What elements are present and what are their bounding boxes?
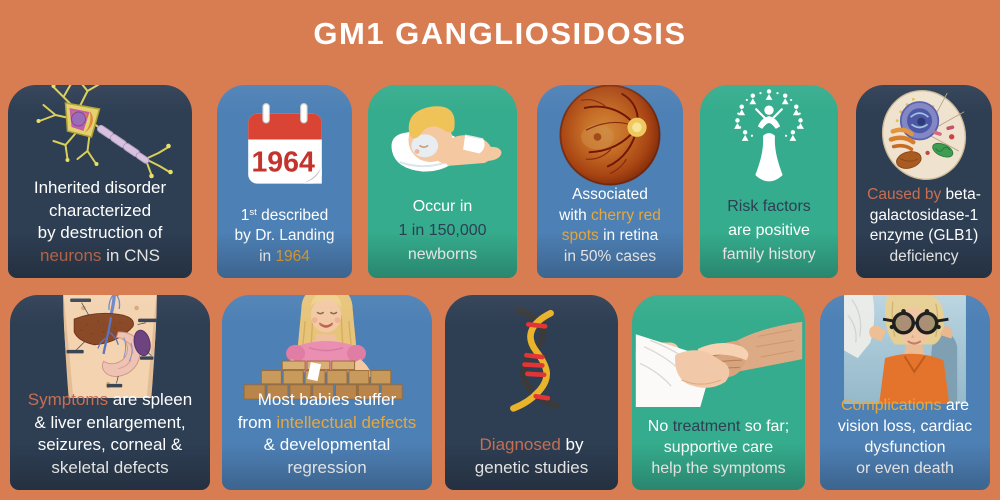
card-complications: Complications are vision loss, cardiac dys… <box>820 295 990 490</box>
card-symptoms: Symptoms are spleen & liver enlargement, s… <box>10 295 210 490</box>
cell-illustration <box>856 85 992 185</box>
card-cause: Caused by beta-galactosidase-1 enzyme (GL… <box>856 85 992 278</box>
neuron-illustration <box>8 85 192 179</box>
card-intellectual-defects: Most babies suffer from intellectual defe… <box>222 295 432 490</box>
card-diagnosis: Diagnosed by genetic studies <box>445 295 618 490</box>
caring-hands-photo <box>632 295 805 416</box>
card-inherited-disorder: Inherited disorder characterized by destru… <box>8 85 192 278</box>
card-caption: Caused by beta-galactosidase-1 enzyme (GL… <box>867 186 981 265</box>
card-risk-factors: Risk factors are positive family history <box>700 85 838 278</box>
family-tree-icon <box>700 85 838 195</box>
card-caption: Inherited disorder characterized by destru… <box>33 178 167 265</box>
card-caption: Risk factors are positive family history <box>722 198 816 263</box>
card-treatment: No treatment so far; supportive care help … <box>632 295 805 490</box>
card-caption: No treatment so far; supportive care help … <box>647 417 790 477</box>
card-cherry-red-spots: Associated with cherry red spots in retina… <box>537 85 683 278</box>
sleeping-baby-illustration <box>368 85 517 195</box>
page-title: GM1 GANGLIOSIDOSIS <box>313 16 687 51</box>
card-occurrence: Occur in 1 in 150,000 newborns <box>368 85 517 278</box>
retina-fundus-photo <box>537 85 683 186</box>
abdomen-organs-illustration <box>10 295 210 399</box>
card-caption: Symptoms are spleen & liver enlargement, s… <box>27 390 193 477</box>
dna-icon <box>445 295 618 434</box>
eye-exam-photo <box>820 295 990 404</box>
card-caption: 1st described by Dr. Landing in 1964 <box>234 206 335 265</box>
card-first-described: 1964 1st described by Dr. Landing in 1964 <box>217 85 352 278</box>
card-caption: Occur in 1 in 150,000 newborns <box>398 198 487 263</box>
card-caption: Most babies suffer from intellectual defe… <box>237 390 417 477</box>
card-caption: Diagnosed by genetic studies <box>474 435 589 477</box>
card-caption: Complications are vision loss, cardiac dys… <box>837 396 973 477</box>
card-caption: Associated with cherry red spots in retina… <box>559 186 661 265</box>
svg-text:1964: 1964 <box>251 147 315 179</box>
calendar-1964-icon: 1964 <box>217 85 352 206</box>
child-with-blocks-photo <box>222 295 432 400</box>
